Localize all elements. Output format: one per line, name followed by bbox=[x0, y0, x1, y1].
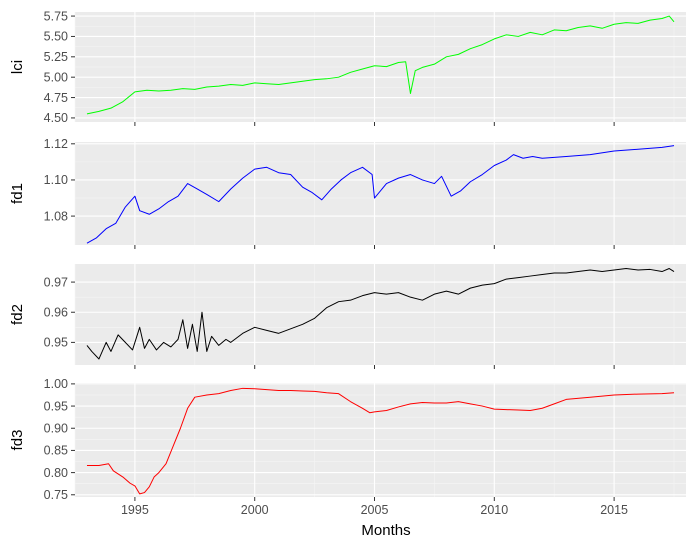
panel-lci: 4.50 4.75 5.00 5.25 5.50 5.75 lci bbox=[9, 9, 686, 126]
series-line-fd3 bbox=[86, 387, 675, 495]
y-tick-label: 0.90 bbox=[44, 422, 68, 436]
series-line-lci bbox=[86, 15, 675, 115]
y-tick-label: 0.75 bbox=[44, 488, 68, 502]
y-tick-label: 0.95 bbox=[44, 399, 68, 413]
y-tick-label: 0.97 bbox=[44, 275, 68, 289]
y-tick-label: 0.85 bbox=[44, 444, 68, 458]
x-tick-label: 2015 bbox=[600, 503, 628, 517]
panel-background bbox=[75, 142, 686, 245]
panel-fd3: 0.75 0.80 0.85 0.90 0.95 1.00 fd3 bbox=[9, 377, 686, 502]
y-tick-label: 5.50 bbox=[44, 30, 68, 44]
x-tick-label: 2005 bbox=[361, 503, 389, 517]
y-tick-label: 1.10 bbox=[44, 173, 68, 187]
panel-background bbox=[75, 264, 686, 365]
y-axis-title-lci: lci bbox=[9, 60, 26, 74]
y-tick-label: 0.95 bbox=[44, 336, 68, 350]
y-axis-title-fd2: fd2 bbox=[9, 304, 26, 325]
y-tick-label: 1.00 bbox=[44, 377, 68, 391]
y-tick-label: 0.96 bbox=[44, 306, 68, 320]
x-axis-title: Months bbox=[361, 522, 410, 539]
y-axis-title-fd1: fd1 bbox=[9, 183, 26, 204]
y-tick-label: 1.08 bbox=[44, 209, 68, 223]
y-axis-title-fd3: fd3 bbox=[9, 430, 26, 451]
y-tick-label: 0.80 bbox=[44, 466, 68, 480]
series-line-fd2 bbox=[86, 268, 675, 360]
x-tick-label: 2010 bbox=[480, 503, 508, 517]
panel-fd1: 1.08 1.10 1.12 fd1 bbox=[9, 137, 686, 249]
y-tick-label: 4.75 bbox=[44, 91, 68, 105]
x-tick-label: 2000 bbox=[241, 503, 269, 517]
series-line-fd1 bbox=[86, 145, 675, 244]
y-tick-label: 4.50 bbox=[44, 111, 68, 125]
panel-fd2: 0.95 0.96 0.97 fd2 bbox=[9, 264, 686, 369]
y-tick-label: 5.00 bbox=[44, 70, 68, 84]
y-tick-label: 5.75 bbox=[44, 9, 68, 23]
x-tick-label: 1995 bbox=[121, 503, 149, 517]
y-tick-label: 5.25 bbox=[44, 50, 68, 64]
x-axis: 1995 2000 2005 2010 2015 bbox=[121, 503, 628, 517]
chart-panels: 4.50 4.75 5.00 5.25 5.50 5.75 lci 1.08 1.10 1.12 f… bbox=[9, 9, 686, 502]
y-tick-label: 1.12 bbox=[44, 137, 68, 151]
panel-background bbox=[75, 383, 686, 497]
